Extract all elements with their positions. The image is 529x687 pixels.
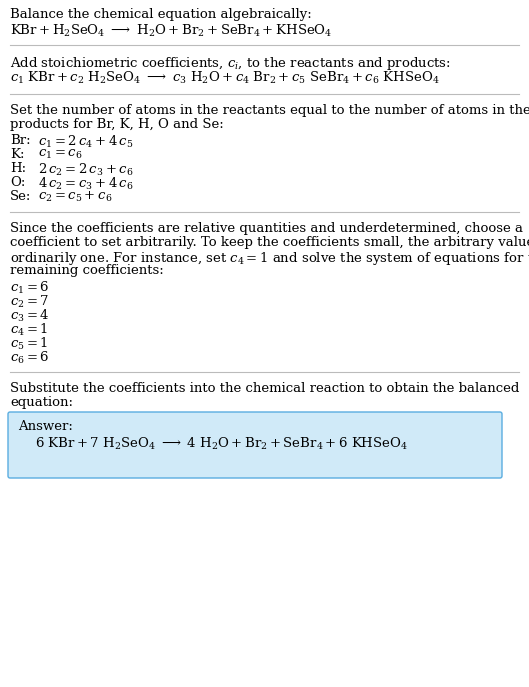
Text: $c_2 = c_5 + c_6$: $c_2 = c_5 + c_6$ xyxy=(38,190,112,204)
Text: $c_1\ \mathrm{KBr} + c_2\ \mathrm{H_2SeO_4}\ \longrightarrow\ c_3\ \mathrm{H_2O}: $c_1\ \mathrm{KBr} + c_2\ \mathrm{H_2SeO… xyxy=(10,70,440,86)
Text: $c_3 = 4$: $c_3 = 4$ xyxy=(10,308,50,324)
Text: $\mathrm{KBr} + \mathrm{H_2SeO_4}\ \longrightarrow\ \mathrm{H_2O} + \mathrm{Br_2: $\mathrm{KBr} + \mathrm{H_2SeO_4}\ \long… xyxy=(10,23,332,39)
Text: $2\,c_2 = 2\,c_3 + c_6$: $2\,c_2 = 2\,c_3 + c_6$ xyxy=(38,162,133,178)
Text: $c_5 = 1$: $c_5 = 1$ xyxy=(10,336,48,352)
Text: products for Br, K, H, O and Se:: products for Br, K, H, O and Se: xyxy=(10,118,224,131)
Text: $c_2 = 7$: $c_2 = 7$ xyxy=(10,294,49,310)
Text: $c_1 = c_6$: $c_1 = c_6$ xyxy=(38,148,83,161)
Text: $c_1 = 2\,c_4 + 4\,c_5$: $c_1 = 2\,c_4 + 4\,c_5$ xyxy=(38,134,133,150)
Text: coefficient to set arbitrarily. To keep the coefficients small, the arbitrary va: coefficient to set arbitrarily. To keep … xyxy=(10,236,529,249)
Text: $6\ \mathrm{KBr} + 7\ \mathrm{H_2SeO_4}\ \longrightarrow\ 4\ \mathrm{H_2O} + \ma: $6\ \mathrm{KBr} + 7\ \mathrm{H_2SeO_4}\… xyxy=(35,436,408,452)
Text: Substitute the coefficients into the chemical reaction to obtain the balanced: Substitute the coefficients into the che… xyxy=(10,382,519,395)
Text: Se:: Se: xyxy=(10,190,31,203)
Text: H:: H: xyxy=(10,162,26,175)
Text: Answer:: Answer: xyxy=(18,420,73,433)
FancyBboxPatch shape xyxy=(8,412,502,478)
Text: ordinarily one. For instance, set $c_4 = 1$ and solve the system of equations fo: ordinarily one. For instance, set $c_4 =… xyxy=(10,250,529,267)
Text: Add stoichiometric coefficients, $c_i$, to the reactants and products:: Add stoichiometric coefficients, $c_i$, … xyxy=(10,55,451,72)
Text: $c_6 = 6$: $c_6 = 6$ xyxy=(10,350,49,366)
Text: K:: K: xyxy=(10,148,24,161)
Text: $c_1 = 6$: $c_1 = 6$ xyxy=(10,280,49,296)
Text: remaining coefficients:: remaining coefficients: xyxy=(10,264,164,277)
Text: $4\,c_2 = c_3 + 4\,c_6$: $4\,c_2 = c_3 + 4\,c_6$ xyxy=(38,176,133,192)
Text: Set the number of atoms in the reactants equal to the number of atoms in the: Set the number of atoms in the reactants… xyxy=(10,104,529,117)
Text: equation:: equation: xyxy=(10,396,73,409)
Text: O:: O: xyxy=(10,176,25,189)
Text: Since the coefficients are relative quantities and underdetermined, choose a: Since the coefficients are relative quan… xyxy=(10,222,523,235)
Text: Balance the chemical equation algebraically:: Balance the chemical equation algebraica… xyxy=(10,8,312,21)
Text: $c_4 = 1$: $c_4 = 1$ xyxy=(10,322,48,338)
Text: Br:: Br: xyxy=(10,134,31,147)
